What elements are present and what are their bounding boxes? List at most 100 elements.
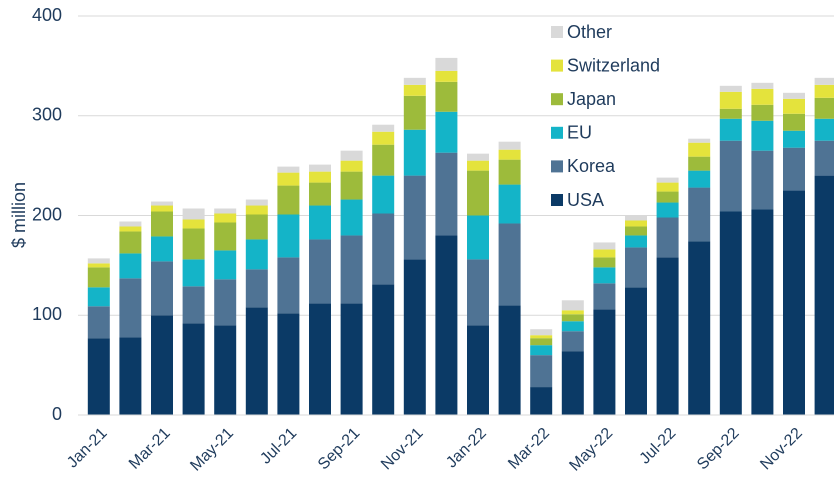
x-tick-label: Sep-21 <box>315 425 364 474</box>
bar-segment <box>372 284 395 415</box>
bar-segment <box>214 208 237 214</box>
bar-segment <box>625 220 647 227</box>
bar-segment <box>751 120 774 151</box>
bar-segment <box>214 279 237 326</box>
bar-segment <box>214 222 237 251</box>
bar-segment <box>561 321 584 332</box>
bar-segment <box>814 175 834 415</box>
x-tick-label: Nov-22 <box>757 425 806 474</box>
bar-segment <box>498 149 521 160</box>
bar-segment <box>340 235 363 304</box>
bar-segment <box>214 325 237 415</box>
bar-segment <box>814 97 834 119</box>
bar-segment <box>561 300 584 311</box>
bar-segment <box>688 138 711 143</box>
bar-segment <box>814 77 834 85</box>
bar-segment <box>277 185 300 215</box>
legend-swatch <box>551 160 563 173</box>
x-tick-label: Sep-22 <box>694 425 743 474</box>
bar-segment <box>814 118 834 141</box>
bar-segment <box>87 287 110 307</box>
x-tick-label: Jul-21 <box>257 425 300 468</box>
bar-segment <box>435 70 458 82</box>
bar-segment <box>182 208 205 220</box>
bar-segment <box>403 129 426 176</box>
bar-segment <box>814 84 834 98</box>
bar-segment <box>245 205 268 215</box>
bar-segment <box>277 313 300 415</box>
y-tick-label: 0 <box>52 404 62 424</box>
bar-segment <box>751 88 774 105</box>
legend-label: Switzerland <box>567 55 660 75</box>
bar-segment <box>783 190 805 415</box>
bar-segment <box>87 258 110 264</box>
bar-segment <box>151 315 173 415</box>
legend-swatch <box>551 26 563 38</box>
bar-segment <box>656 177 679 183</box>
bar-segment <box>403 175 426 260</box>
bar-segment <box>372 213 395 285</box>
bar-segment <box>119 337 142 415</box>
x-tick-label: Mar-21 <box>126 425 174 473</box>
bar-segment <box>435 57 458 71</box>
x-tick-label: Jan-22 <box>443 425 490 472</box>
bar-segment <box>688 142 711 157</box>
bar-segment <box>593 267 616 284</box>
bar-segment <box>751 104 774 121</box>
bar-segment <box>530 387 553 415</box>
legend-label: EU <box>567 123 592 143</box>
bar-segment <box>214 213 237 223</box>
bar-segment <box>119 226 142 232</box>
bar-segment <box>783 98 805 114</box>
bar-segment <box>182 259 205 287</box>
bar-segment <box>530 345 553 356</box>
bar-segment <box>119 253 142 279</box>
bar-segment <box>561 351 584 415</box>
bar-segment <box>688 241 711 415</box>
bar-segment <box>625 247 647 288</box>
bar-segment <box>119 221 142 227</box>
bar-segment <box>625 287 647 415</box>
y-tick-label: 300 <box>32 105 62 125</box>
x-tick-label: May-22 <box>566 425 616 475</box>
bar-segment <box>498 223 521 306</box>
bar-segment <box>719 85 742 92</box>
bar-segment <box>783 92 805 99</box>
bar-segment <box>309 239 331 304</box>
bar-segment <box>467 259 489 326</box>
bar-segment <box>403 259 426 415</box>
bar-segment <box>309 205 331 240</box>
bar-segment <box>435 81 458 112</box>
bar-segment <box>309 182 331 206</box>
bar-segment <box>214 250 237 280</box>
bar-segment <box>435 111 458 153</box>
bar-segment <box>783 113 805 131</box>
bar-segment <box>656 217 679 258</box>
bar-segment <box>783 147 805 191</box>
bar-segment <box>87 306 110 339</box>
bar-segment <box>467 153 489 161</box>
bar-segment <box>467 170 489 216</box>
bar-segment <box>783 130 805 148</box>
x-tick-label: Mar-22 <box>505 425 553 473</box>
y-tick-label: 200 <box>32 204 62 224</box>
bar-segment <box>309 303 331 415</box>
bar-segment <box>87 263 110 268</box>
legend-swatch <box>551 194 563 206</box>
bar-segment <box>751 209 774 415</box>
bar-segment <box>593 257 616 268</box>
bar-segment <box>688 156 711 171</box>
bar-segment <box>467 160 489 171</box>
bar-segment <box>593 242 616 250</box>
bar-segment <box>435 152 458 236</box>
bar-segment <box>751 82 774 89</box>
bar-segment <box>719 140 742 212</box>
bar-segment <box>403 84 426 96</box>
bar-segment <box>625 226 647 236</box>
y-tick-label: 400 <box>32 5 62 25</box>
legend-label: Other <box>567 22 612 42</box>
bar-segment <box>87 267 110 288</box>
x-tick-label: May-21 <box>187 425 237 475</box>
bar-segment <box>372 144 395 176</box>
